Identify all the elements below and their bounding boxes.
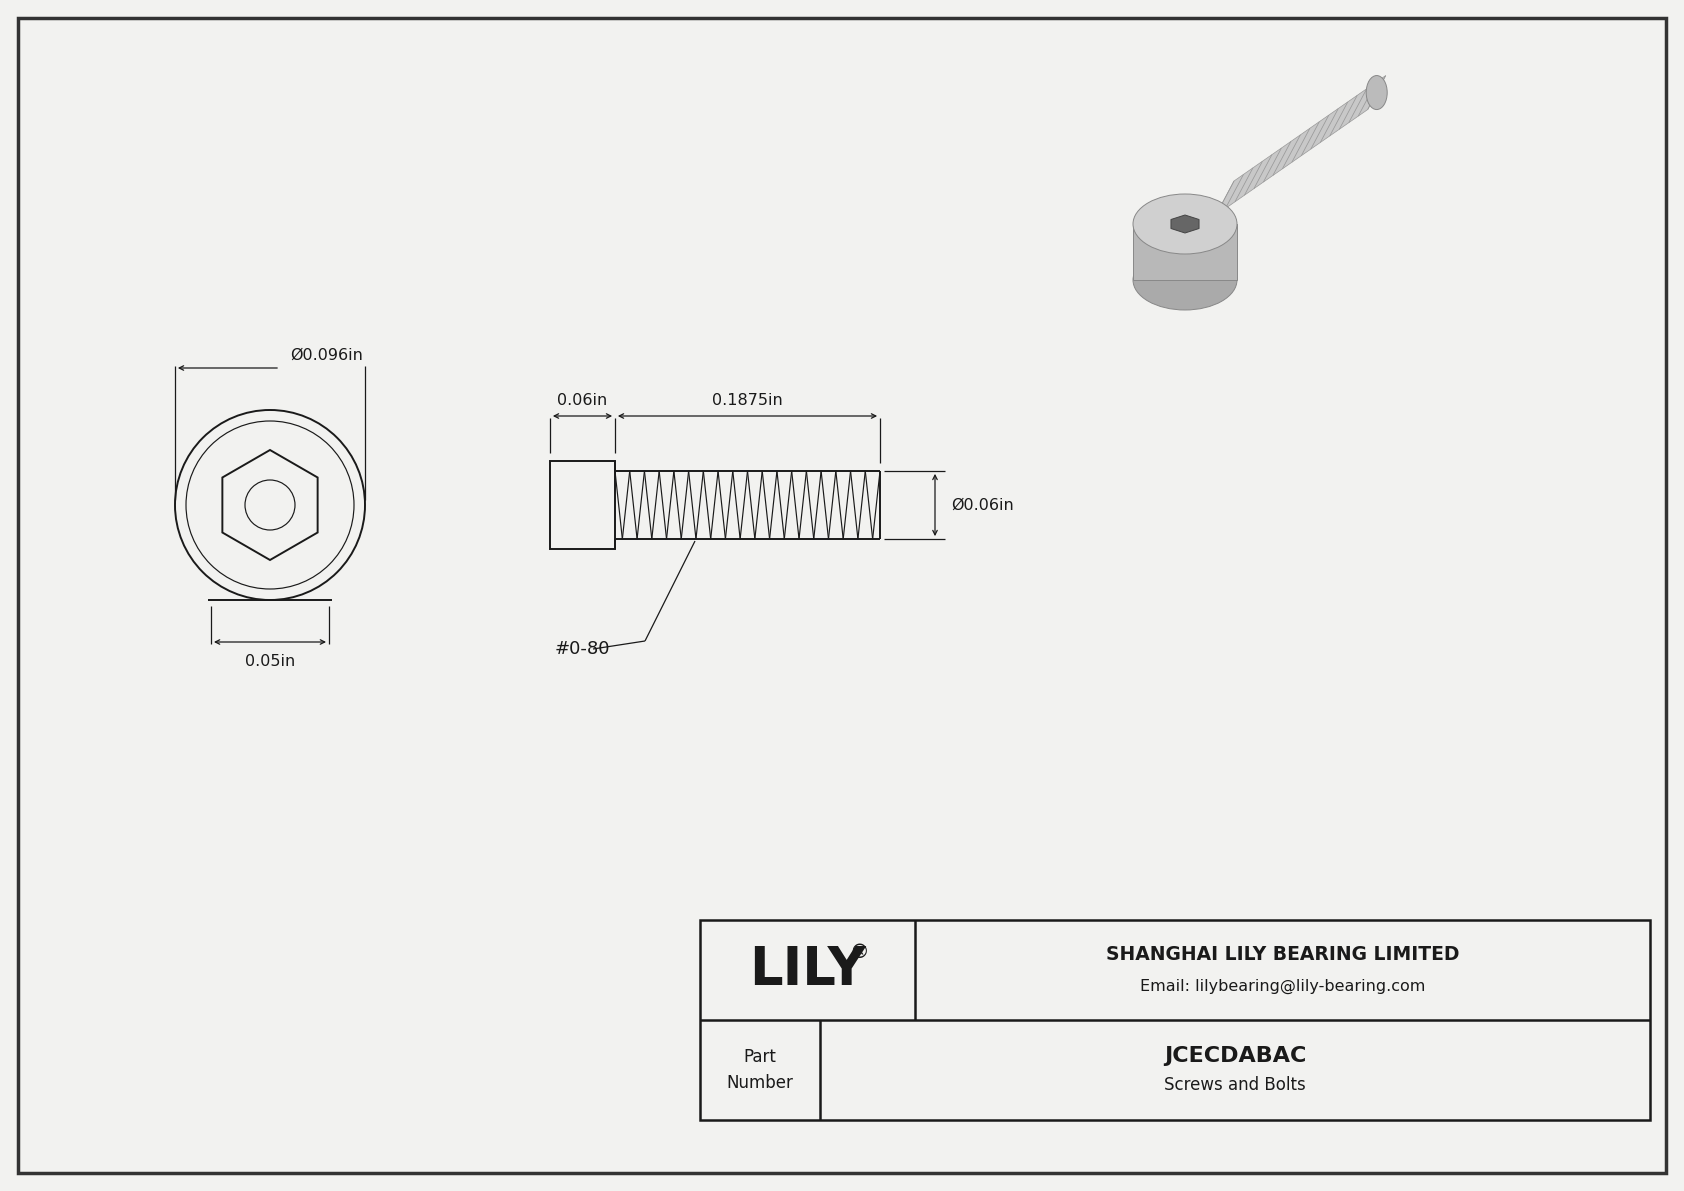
- Text: 0.05in: 0.05in: [244, 654, 295, 669]
- Bar: [551, 461, 615, 549]
- Text: Part
Number: Part Number: [726, 1048, 793, 1091]
- Text: JCECDABAC: JCECDABAC: [1164, 1046, 1307, 1066]
- Text: Ø0.06in: Ø0.06in: [951, 498, 1014, 512]
- Ellipse shape: [1133, 250, 1238, 310]
- Text: 0.06in: 0.06in: [557, 393, 608, 409]
- Text: Email: lilybearing@lily-bearing.com: Email: lilybearing@lily-bearing.com: [1140, 978, 1425, 993]
- Text: 0.1875in: 0.1875in: [712, 393, 783, 409]
- Polygon shape: [1133, 224, 1238, 280]
- Ellipse shape: [1366, 75, 1388, 110]
- Text: ®: ®: [849, 942, 869, 961]
- Text: #0-80: #0-80: [556, 640, 611, 657]
- Bar: [701, 919, 1650, 1120]
- Polygon shape: [1216, 75, 1386, 216]
- Polygon shape: [1170, 216, 1199, 233]
- Text: Ø0.096in: Ø0.096in: [290, 348, 362, 363]
- Text: LILY: LILY: [749, 944, 866, 996]
- Text: SHANGHAI LILY BEARING LIMITED: SHANGHAI LILY BEARING LIMITED: [1106, 946, 1460, 965]
- Ellipse shape: [1133, 194, 1238, 254]
- Text: Screws and Bolts: Screws and Bolts: [1164, 1075, 1305, 1095]
